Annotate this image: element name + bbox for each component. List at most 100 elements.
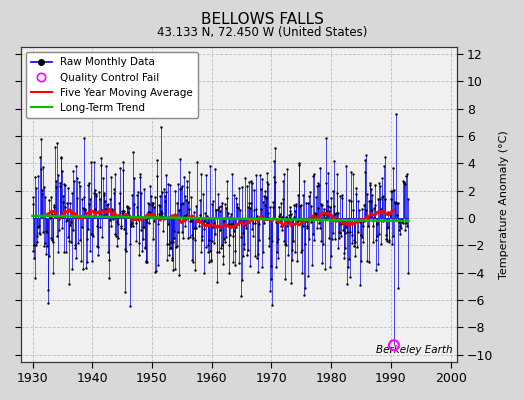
Point bbox=[180, 174, 189, 180]
Point bbox=[209, 224, 217, 230]
Point bbox=[179, 200, 188, 206]
Point bbox=[378, 175, 386, 181]
Point bbox=[199, 191, 207, 198]
Point bbox=[216, 203, 225, 209]
Point bbox=[171, 265, 179, 272]
Point bbox=[278, 227, 287, 233]
Point bbox=[291, 208, 300, 214]
Point bbox=[345, 197, 353, 204]
Point bbox=[167, 245, 175, 251]
Point bbox=[310, 170, 318, 177]
Point bbox=[343, 216, 352, 223]
Point bbox=[38, 191, 46, 197]
Point bbox=[274, 236, 282, 242]
Point bbox=[256, 206, 265, 213]
Point bbox=[242, 225, 250, 231]
Point bbox=[68, 190, 77, 196]
Point bbox=[384, 208, 392, 215]
Point bbox=[83, 182, 92, 188]
Point bbox=[339, 220, 347, 226]
Point bbox=[379, 217, 387, 224]
Point bbox=[101, 198, 110, 204]
Point bbox=[188, 232, 196, 238]
Point bbox=[54, 172, 62, 178]
Point bbox=[124, 212, 133, 218]
Point bbox=[223, 177, 232, 184]
Point bbox=[277, 200, 286, 206]
Point bbox=[345, 274, 354, 280]
Point bbox=[387, 188, 395, 194]
Point bbox=[270, 158, 278, 164]
Point bbox=[155, 210, 163, 217]
Point bbox=[93, 251, 102, 258]
Point bbox=[170, 228, 178, 235]
Point bbox=[243, 251, 251, 258]
Point bbox=[35, 230, 43, 236]
Point bbox=[316, 165, 324, 172]
Point bbox=[191, 237, 200, 243]
Point bbox=[186, 233, 194, 240]
Point bbox=[202, 171, 211, 178]
Point bbox=[360, 218, 368, 224]
Point bbox=[59, 193, 67, 199]
Point bbox=[82, 213, 91, 219]
Point bbox=[315, 220, 323, 226]
Point bbox=[340, 250, 348, 256]
Point bbox=[57, 155, 66, 161]
Point bbox=[257, 186, 265, 192]
Point bbox=[115, 200, 123, 206]
Point bbox=[354, 198, 362, 204]
Point bbox=[270, 174, 279, 180]
Point bbox=[122, 230, 130, 236]
Point bbox=[203, 242, 212, 248]
Point bbox=[305, 193, 313, 199]
Point bbox=[231, 262, 239, 268]
Point bbox=[47, 234, 56, 241]
Point bbox=[175, 206, 183, 213]
Point bbox=[152, 268, 160, 274]
Point bbox=[28, 248, 37, 254]
Point bbox=[348, 240, 356, 246]
Point bbox=[342, 163, 350, 170]
Point bbox=[383, 238, 391, 244]
Point bbox=[75, 183, 84, 189]
Point bbox=[124, 204, 132, 210]
Point bbox=[251, 220, 259, 227]
Point bbox=[224, 270, 233, 276]
Point bbox=[103, 202, 112, 208]
Point bbox=[363, 258, 371, 264]
Point bbox=[276, 218, 284, 224]
Point bbox=[182, 197, 190, 204]
Point bbox=[37, 166, 46, 172]
Point bbox=[374, 196, 383, 202]
Point bbox=[194, 217, 203, 223]
Point bbox=[177, 200, 185, 207]
Point bbox=[181, 223, 189, 229]
Point bbox=[96, 162, 105, 168]
Point bbox=[30, 255, 38, 262]
Point bbox=[343, 228, 351, 235]
Point bbox=[326, 204, 334, 210]
Point bbox=[135, 240, 143, 246]
Point bbox=[237, 277, 246, 284]
Point bbox=[295, 160, 303, 166]
Point bbox=[183, 178, 191, 184]
Point bbox=[365, 180, 374, 186]
Point bbox=[292, 201, 300, 207]
Point bbox=[226, 221, 235, 228]
Point bbox=[323, 198, 331, 204]
Point bbox=[31, 275, 40, 282]
Point bbox=[267, 262, 276, 269]
Point bbox=[403, 270, 412, 276]
Point bbox=[291, 249, 299, 256]
Point bbox=[306, 188, 314, 195]
Point bbox=[245, 179, 253, 186]
Point bbox=[99, 213, 107, 219]
Point bbox=[343, 280, 351, 287]
Point bbox=[296, 202, 304, 209]
Point bbox=[172, 244, 180, 250]
Point bbox=[160, 186, 168, 192]
Point bbox=[309, 231, 317, 237]
Point bbox=[292, 202, 301, 209]
Point bbox=[84, 226, 92, 232]
